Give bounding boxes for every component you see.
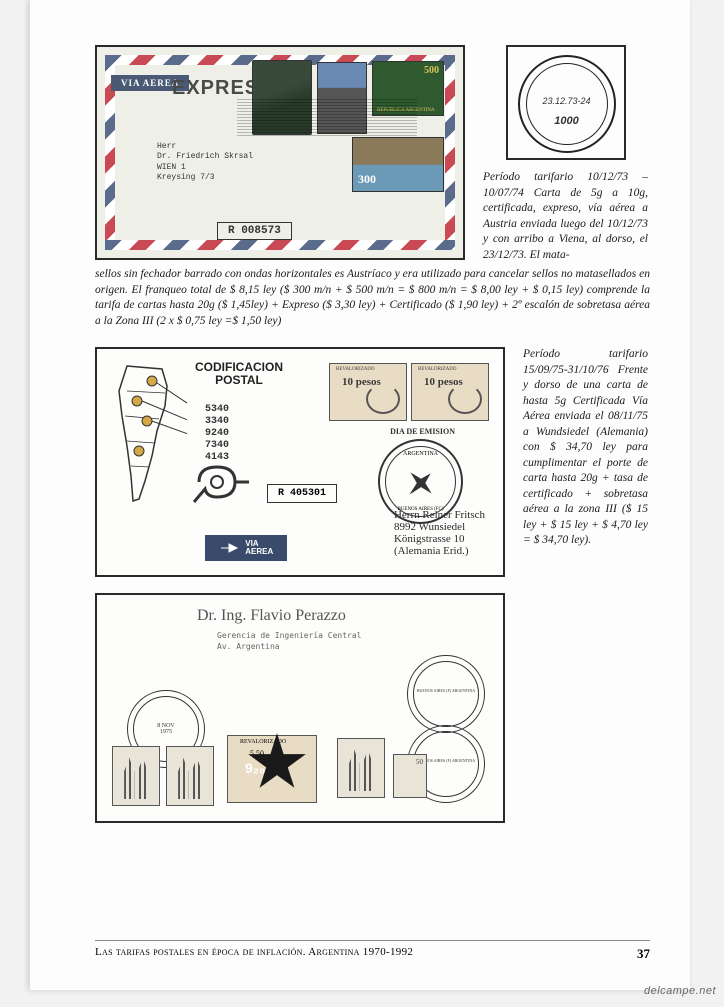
sender-signature: Dr. Ing. Flavio Perazzo	[197, 607, 346, 625]
book-title: Las tarifas postales en época de inflaci…	[95, 946, 413, 962]
stamp-deer-500	[372, 61, 444, 116]
caption-2: Período tarifario 15/09/75-31/10/76 Fren…	[523, 347, 648, 549]
stamp-cathedral	[166, 746, 214, 806]
row-1: VIA AEREA EXPRESO Herr Dr. Friedrich Skr…	[95, 45, 650, 263]
stamp-revalorizado-10-pesos	[411, 363, 489, 421]
postmark-date: 23.12.73-24	[520, 95, 614, 107]
watermark: delcampe.net	[644, 985, 716, 997]
postal-codes-list: 5340 3340 9240 7340 4143	[205, 404, 229, 464]
caption-1-side-text: Período tarifario 10/12/73 – 10/07/74 Ca…	[483, 171, 648, 261]
back-stamps-right: 50	[337, 738, 427, 803]
sender-address: Gerencia de Ingeniería Central Av. Argen…	[217, 631, 362, 652]
registration-label: 008573	[217, 222, 292, 240]
argentina-map-icon	[107, 361, 187, 506]
envelope-2-front: CODIFICACION POSTAL 5340 3340 9240	[95, 347, 505, 577]
postmark-circle-right-top: BUENOS AIRES (F) ARGENTINA	[407, 655, 485, 733]
postmark-detail-box: 23.12.73-24 1000	[506, 45, 626, 160]
revalorizado-value: 9₂₀	[245, 760, 265, 776]
stamp-small-50: 50	[393, 754, 427, 798]
postmark-code: 1000	[520, 114, 614, 129]
stamp-cathedral	[337, 738, 385, 798]
postmark-circle: 23.12.73-24 1000	[518, 55, 616, 153]
via-aerea-sticker: VIA AEREA	[205, 535, 287, 561]
stamp-revalorizado-10-pesos	[329, 363, 407, 421]
stamp-cathedral	[112, 746, 160, 806]
caption-1-continuation: sellos sin fechador barrado con ondas ho…	[95, 267, 650, 329]
stamp-bridge	[317, 62, 367, 134]
dia-emision-label: DIA DE EMISION	[390, 427, 455, 436]
codificacion-postal-title: CODIFICACION POSTAL	[195, 361, 283, 387]
caption-1-side-column: 23.12.73-24 1000 Período tarifario 10/12…	[483, 45, 648, 263]
page-footer: Las tarifas postales en época de inflaci…	[95, 940, 650, 962]
recipient-handwriting: Herrn Reiner Fritsch 8992 Wunsiedel Köni…	[394, 509, 485, 557]
row-2: CODIFICACION POSTAL 5340 3340 9240	[95, 347, 650, 839]
back-stamps-row	[112, 746, 214, 806]
posthorn-icon	[189, 457, 254, 507]
page-number: 37	[637, 946, 650, 962]
book-page: VIA AEREA EXPRESO Herr Dr. Friedrich Skr…	[30, 0, 690, 990]
envelope-1: VIA AEREA EXPRESO Herr Dr. Friedrich Skr…	[95, 45, 465, 260]
stamp-figure	[252, 60, 312, 135]
recipient-address: Herr Dr. Friedrich Skrsal WIEN 1 Kreysin…	[157, 142, 253, 184]
envelope-column: CODIFICACION POSTAL 5340 3340 9240	[95, 347, 505, 839]
registration-label-2: 405301	[267, 484, 337, 503]
stamp-city-300	[352, 137, 444, 192]
revalorizado-stamps	[329, 363, 489, 421]
postmark-country: ARGENTINA	[380, 451, 461, 457]
envelope-2-back: Dr. Ing. Flavio Perazzo Gerencia de Inge…	[95, 593, 505, 823]
